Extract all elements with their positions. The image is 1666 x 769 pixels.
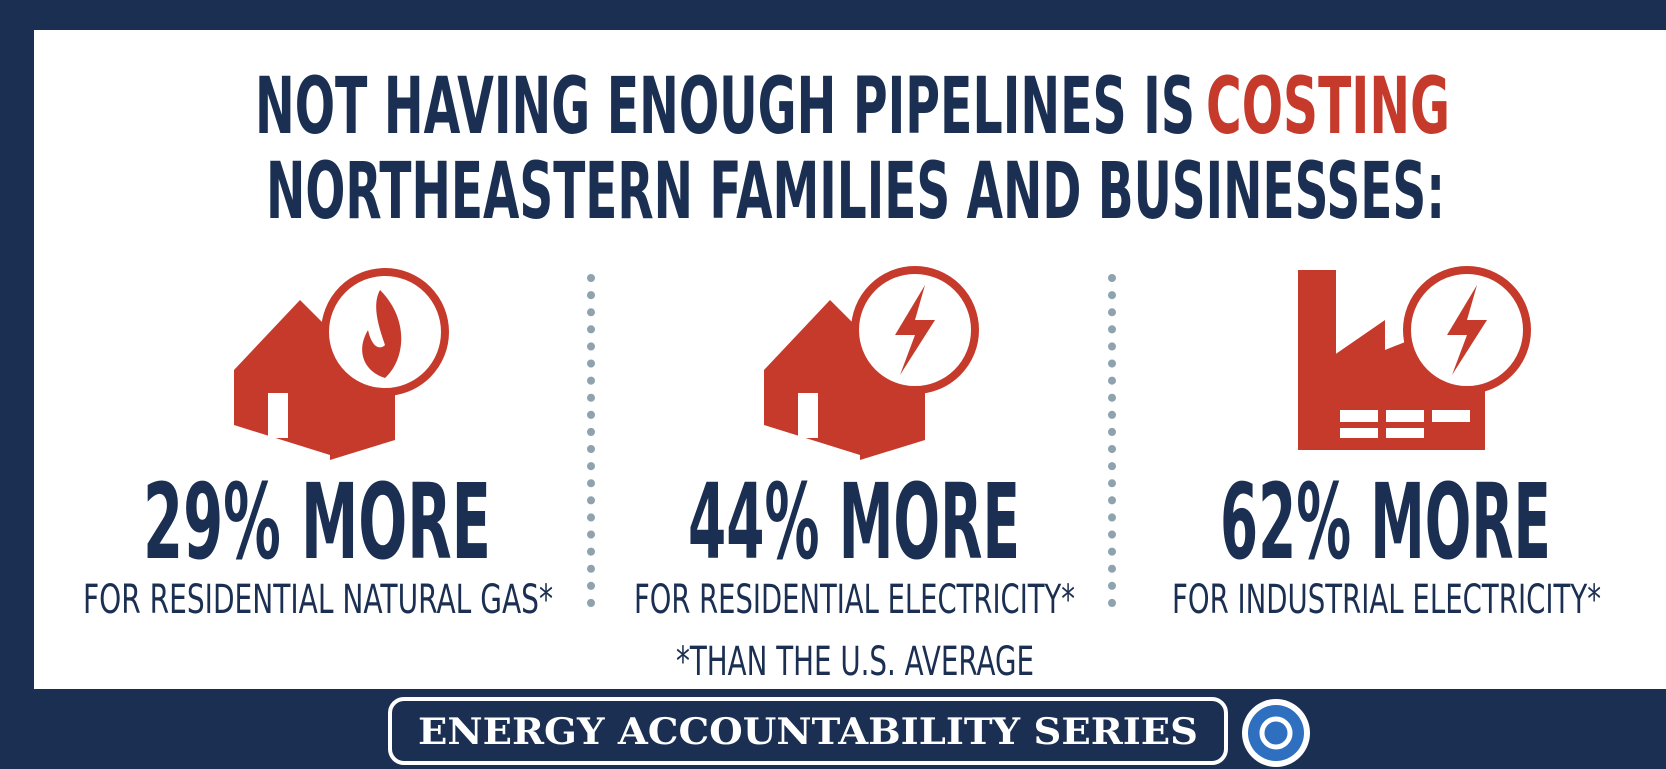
stat-label: FOR INDUSTRIAL ELECTRICITY* <box>1172 577 1601 623</box>
title-highlight: COSTING <box>1206 62 1450 152</box>
logo-mark <box>1259 716 1293 750</box>
stat-figure: 29% MORE <box>143 461 491 583</box>
series-title: ENERGY ACCOUNTABILITY SERIES <box>418 711 1198 753</box>
title-line: NOT HAVING ENOUGH PIPELINES IS <box>255 62 1195 152</box>
title-line: NORTHEASTERN FAMILIES AND BUSINESSES: <box>266 147 1445 237</box>
logo <box>1248 705 1304 761</box>
stat-figure: 62% MORE <box>1220 461 1551 583</box>
factory-icon <box>1298 266 1531 450</box>
stat-label: FOR RESIDENTIAL ELECTRICITY* <box>634 577 1075 623</box>
series-badge <box>388 697 1228 765</box>
house-electric-icon <box>764 266 979 460</box>
house-gas-icon <box>234 268 449 460</box>
stat-figure: 44% MORE <box>688 461 1020 583</box>
footnote: *THAN THE U.S. AVERAGE <box>676 639 1034 685</box>
stat-label: FOR RESIDENTIAL NATURAL GAS* <box>83 577 553 623</box>
